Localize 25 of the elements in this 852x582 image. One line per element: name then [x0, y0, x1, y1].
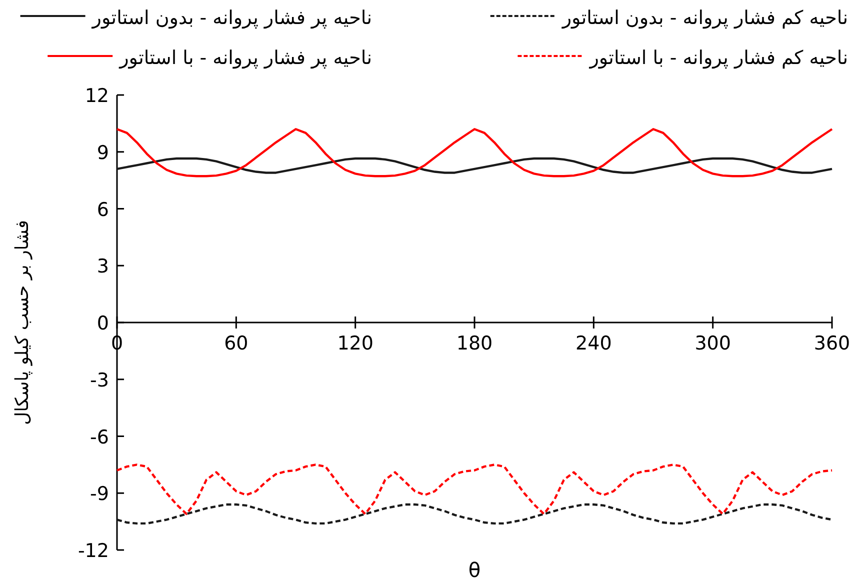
- y-tick-label: -9: [90, 483, 109, 506]
- y-tick-label: -3: [90, 369, 109, 392]
- x-tick-label: 240: [576, 332, 612, 354]
- y-tick-label: 12: [84, 85, 109, 107]
- line-series: [116, 503, 834, 525]
- y-tick-label: 0: [96, 312, 109, 334]
- legend-label: ناحیه کم فشار پروانه - بدون استاتور: [561, 7, 848, 29]
- y-tick-label: -12: [78, 540, 109, 562]
- line-series: [116, 157, 834, 174]
- legend-label: ناحیه پر فشار پروانه - بدون استاتور: [91, 7, 372, 29]
- line-series: [116, 464, 834, 516]
- y-tick-label: 6: [96, 198, 109, 221]
- x-tick-label: 360: [814, 332, 850, 354]
- x-tick-label: 120: [337, 332, 374, 354]
- y-axis-title: فشار بر حسب کیلو پاسکال: [12, 220, 33, 425]
- y-tick-label: -6: [90, 426, 109, 448]
- y-tick-label: 9: [96, 142, 109, 164]
- x-tick-label: 60: [224, 332, 248, 354]
- x-tick-label: 180: [456, 332, 493, 354]
- line-series: [116, 128, 834, 178]
- legend-label: ناحیه پر فشار پروانه - با استاتور: [118, 47, 372, 69]
- x-axis-title: θ: [468, 558, 481, 582]
- y-tick-label: 3: [96, 256, 109, 278]
- x-tick-label: 300: [694, 332, 731, 354]
- legend-label: ناحیه کم فشار پروانه - با استاتور: [588, 47, 848, 69]
